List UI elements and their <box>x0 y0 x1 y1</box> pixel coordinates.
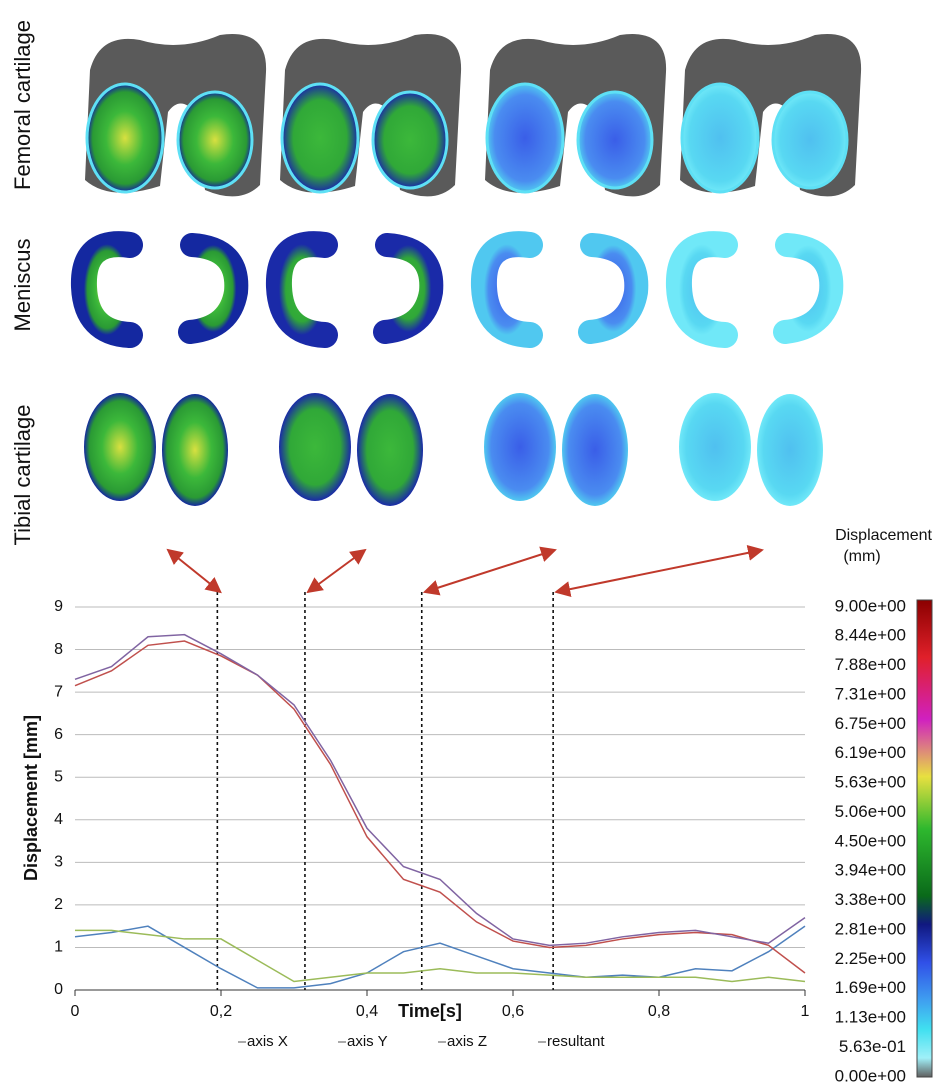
tibial-cartilage <box>679 393 751 501</box>
femoral-cartilage <box>85 82 165 194</box>
series-line <box>74 640 806 974</box>
tibial-cartilage <box>162 394 228 506</box>
x-tick-label: 0,4 <box>356 1003 378 1020</box>
x-tick-label: 0,6 <box>502 1003 524 1020</box>
x-tick-label: 1 <box>801 1003 810 1020</box>
arrow <box>422 546 557 596</box>
renders <box>70 34 862 506</box>
legend-label: axis Y <box>347 1033 388 1050</box>
meniscus <box>373 233 444 344</box>
femoral-cartilage <box>485 82 565 194</box>
legend-label: axis X <box>247 1033 288 1050</box>
x-axis-title: Time[s] <box>398 1001 462 1021</box>
y-tick-label: 8 <box>54 641 63 658</box>
femoral-cartilage <box>771 90 849 190</box>
tibial-cartilage <box>562 394 628 506</box>
legend-label: axis Z <box>447 1033 487 1050</box>
meniscus <box>265 231 338 348</box>
meniscus <box>773 233 844 344</box>
meniscus <box>178 233 249 344</box>
series-line <box>75 929 806 983</box>
tibial-cartilage <box>84 393 156 501</box>
colorbar <box>916 599 933 1078</box>
colorbar-title: Displacement <box>835 527 932 544</box>
row-label: Meniscus <box>10 239 35 332</box>
colorbar-title: (mm) <box>843 548 880 565</box>
arrow <box>166 548 222 594</box>
series-line <box>74 925 806 989</box>
colorbar-label: 7.31e+00 <box>835 685 906 704</box>
colorbar-label: 3.94e+00 <box>835 861 906 880</box>
colorbar-label: 2.81e+00 <box>835 920 906 939</box>
y-tick-label: 1 <box>54 939 63 956</box>
colorbar-label: 6.19e+00 <box>835 743 906 762</box>
colorbar-label: 5.63e-01 <box>839 1037 906 1056</box>
x-tick-label: 0,2 <box>210 1003 232 1020</box>
femoral-cartilage <box>176 90 254 190</box>
y-tick-label: 0 <box>54 981 63 998</box>
y-tick-label: 3 <box>54 854 63 871</box>
x-tick-label: 0,8 <box>648 1003 670 1020</box>
row-label: Femoral cartilage <box>10 20 35 190</box>
colorbar-label: 2.25e+00 <box>835 949 906 968</box>
colorbar-label: 5.63e+00 <box>835 772 906 791</box>
x-tick-label: 0 <box>71 1003 80 1020</box>
y-tick-label: 9 <box>54 598 63 615</box>
colorbar-label: 1.13e+00 <box>835 1007 906 1026</box>
meniscus <box>70 231 143 348</box>
legend-label: resultant <box>547 1033 605 1050</box>
tibial-cartilage <box>279 393 351 501</box>
colorbar-label: 8.44e+00 <box>835 626 906 645</box>
colorbar-label: 7.88e+00 <box>835 655 906 674</box>
y-tick-label: 7 <box>54 683 63 700</box>
y-tick-label: 4 <box>54 811 63 828</box>
y-axis-title: Displacement [mm] <box>21 715 41 881</box>
colorbar-label: 1.69e+00 <box>835 978 906 997</box>
femoral-cartilage <box>576 90 654 190</box>
tibial-cartilage <box>484 393 556 501</box>
y-tick-label: 6 <box>54 726 63 743</box>
colorbar-label: 4.50e+00 <box>835 831 906 850</box>
colorbar-label: 0.00e+00 <box>835 1066 906 1085</box>
colorbar-label: 6.75e+00 <box>835 714 906 733</box>
row-label: Tibial cartilage <box>10 404 35 545</box>
tibial-cartilage <box>757 394 823 506</box>
colorbar-label: 5.06e+00 <box>835 802 906 821</box>
femoral-cartilage <box>680 82 760 194</box>
y-tick-label: 2 <box>54 896 63 913</box>
arrow <box>554 544 764 598</box>
y-tick-label: 5 <box>54 768 63 785</box>
arrow <box>306 548 367 594</box>
series-line <box>74 633 806 947</box>
colorbar-label: 9.00e+00 <box>835 596 906 615</box>
femoral-cartilage <box>371 90 449 190</box>
meniscus <box>470 231 543 348</box>
meniscus <box>578 233 649 344</box>
tibial-cartilage <box>357 394 423 506</box>
colorbar-label: 3.38e+00 <box>835 890 906 909</box>
meniscus <box>665 231 738 348</box>
femoral-cartilage <box>280 82 360 194</box>
